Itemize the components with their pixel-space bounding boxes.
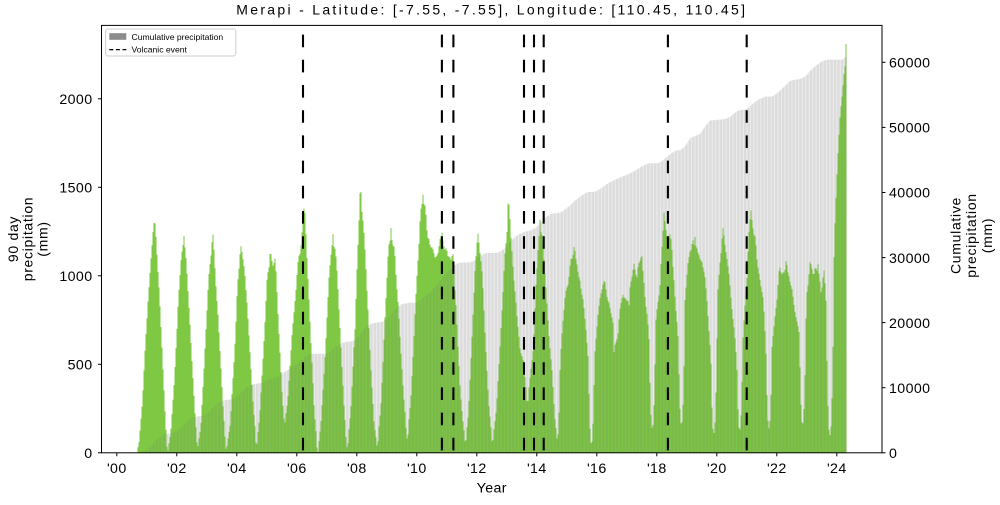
svg-text:'02: '02 [167, 461, 187, 477]
svg-text:1000: 1000 [59, 269, 92, 285]
svg-text:500: 500 [68, 358, 93, 374]
svg-text:'16: '16 [587, 461, 607, 477]
svg-text:'18: '18 [647, 461, 667, 477]
svg-text:Merapi - Latitude: [-7.55, -7.: Merapi - Latitude: [-7.55, -7.55], Longi… [236, 2, 747, 18]
svg-text:20000: 20000 [889, 316, 930, 332]
svg-text:'04: '04 [227, 461, 247, 477]
svg-text:40000: 40000 [889, 186, 930, 202]
svg-text:1500: 1500 [59, 181, 92, 197]
svg-text:'10: '10 [407, 461, 427, 477]
svg-text:30000: 30000 [889, 251, 930, 267]
svg-text:50000: 50000 [889, 121, 930, 137]
svg-text:Cumulative: Cumulative [947, 197, 963, 274]
svg-text:'24: '24 [827, 461, 847, 477]
svg-text:'12: '12 [467, 461, 487, 477]
svg-text:'00: '00 [107, 461, 127, 477]
svg-text:0: 0 [889, 446, 897, 462]
svg-text:60000: 60000 [889, 56, 930, 72]
svg-text:90 day: 90 day [5, 216, 21, 262]
svg-text:precipitation: precipitation [20, 197, 36, 282]
svg-text:Cumulative precipitation: Cumulative precipitation [132, 32, 224, 42]
svg-text:Year: Year [477, 481, 507, 497]
svg-text:0: 0 [84, 446, 92, 462]
svg-text:10000: 10000 [889, 381, 930, 397]
svg-text:(mm): (mm) [979, 218, 995, 253]
svg-text:Volcanic event: Volcanic event [132, 45, 188, 55]
svg-text:'08: '08 [347, 461, 367, 477]
svg-text:'14: '14 [527, 461, 547, 477]
svg-text:2000: 2000 [59, 92, 92, 108]
svg-text:'22: '22 [767, 461, 787, 477]
svg-text:'06: '06 [287, 461, 307, 477]
svg-text:precipitation: precipitation [963, 193, 979, 278]
svg-text:(mm): (mm) [34, 221, 50, 256]
svg-text:'20: '20 [707, 461, 727, 477]
